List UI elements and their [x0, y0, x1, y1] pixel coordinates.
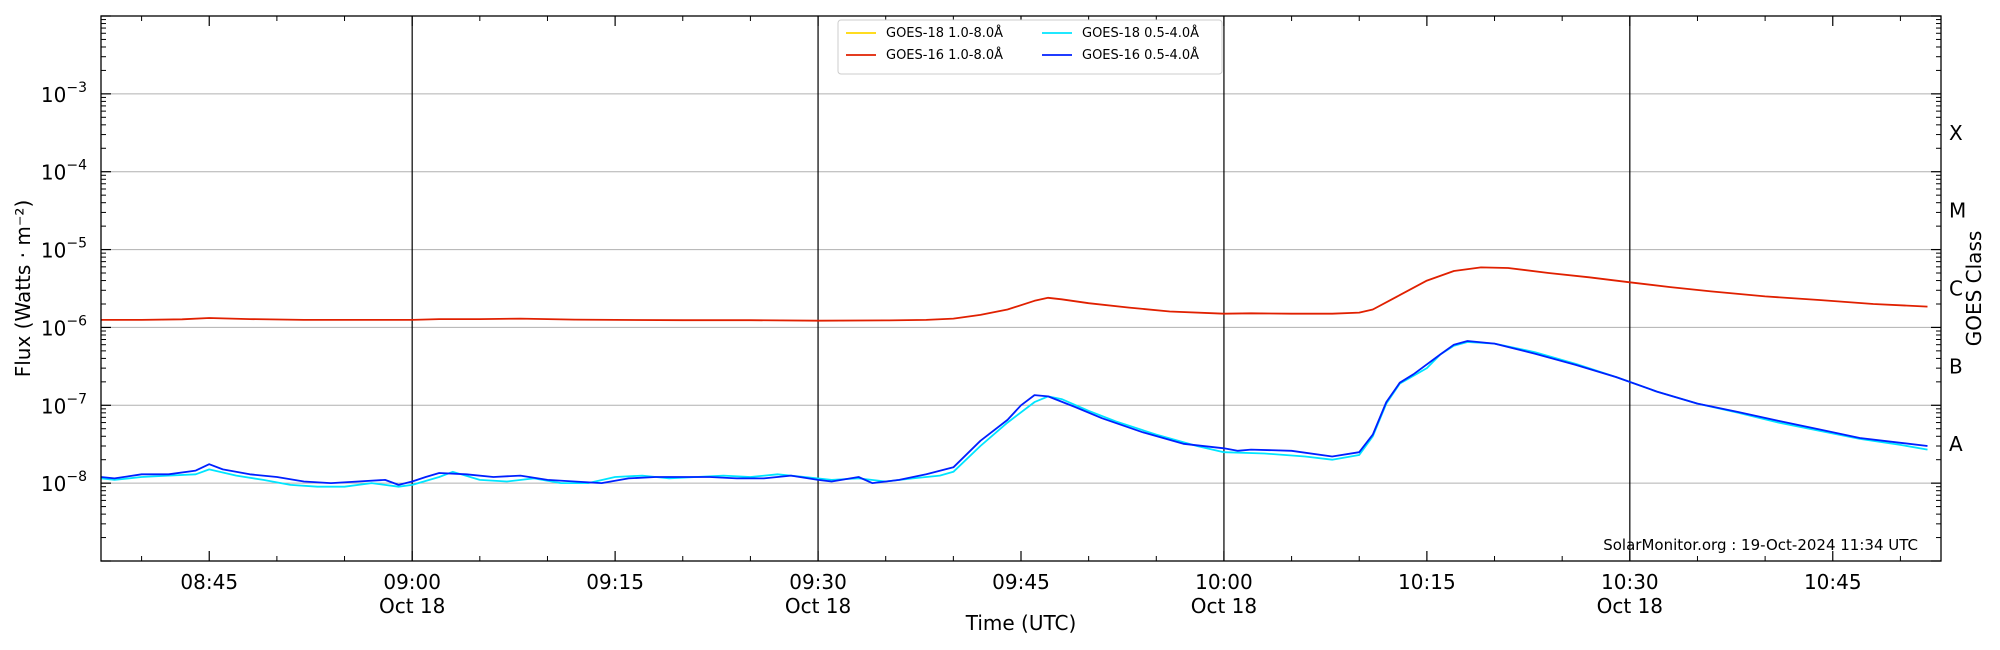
x-tick-date-label: Oct 18	[1597, 594, 1663, 618]
legend: GOES-18 1.0-8.0Å GOES-16 1.0-8.0Å GOES-18 …	[837, 19, 1223, 75]
goes-class-label: C	[1949, 277, 1963, 301]
x-tick-label: 09:30	[789, 570, 847, 594]
goes-class-label: A	[1949, 432, 1963, 456]
x-axis-title: Time (UTC)	[965, 611, 1077, 635]
y-tick-label: 10−6	[41, 313, 87, 340]
x-tick-date-label: Oct 18	[785, 594, 851, 618]
legend-label: GOES-16 1.0-8.0Å	[886, 47, 1003, 63]
x-tick-label: 09:15	[586, 570, 644, 594]
y-axis-title: Flux (Watts · m⁻²)	[11, 200, 35, 378]
legend-label: GOES-18 1.0-8.0Å	[886, 25, 1003, 41]
y-tick-label: 10−8	[41, 469, 87, 496]
credit-text: SolarMonitor.org : 19-Oct-2024 11:34 UTC	[1603, 536, 1918, 554]
goes-class-label: M	[1949, 199, 1966, 223]
y-tick-label: 10−3	[41, 80, 87, 107]
x-tick-label: 10:45	[1804, 570, 1862, 594]
y-tick-label: 10−5	[41, 236, 87, 263]
right-axis-title: GOES Class	[1962, 231, 1986, 347]
series-layer	[100, 266, 1928, 488]
legend-label: GOES-16 0.5-4.0Å	[1082, 47, 1199, 63]
legend-label: GOES-18 0.5-4.0Å	[1082, 25, 1199, 41]
x-tick-label: 08:45	[180, 570, 238, 594]
x-tick-label: 10:15	[1398, 570, 1456, 594]
series-line	[101, 266, 1928, 322]
y-tick-label: 10−7	[41, 391, 87, 418]
vertical-marker-lines	[411, 16, 1631, 561]
goes-class-label: X	[1949, 121, 1963, 145]
y-tick-label: 10−4	[41, 158, 87, 185]
x-tick-label: 09:00	[383, 570, 441, 594]
x-tick-date-label: Oct 18	[379, 594, 445, 618]
x-tick-label: 10:30	[1601, 570, 1659, 594]
x-tick-label: 09:45	[992, 570, 1050, 594]
x-tick-date-label: Oct 18	[1191, 594, 1257, 618]
goes-class-label: B	[1949, 354, 1963, 378]
legend-box	[837, 19, 1223, 75]
series-line	[100, 340, 1928, 486]
x-tick-label: 10:00	[1195, 570, 1253, 594]
